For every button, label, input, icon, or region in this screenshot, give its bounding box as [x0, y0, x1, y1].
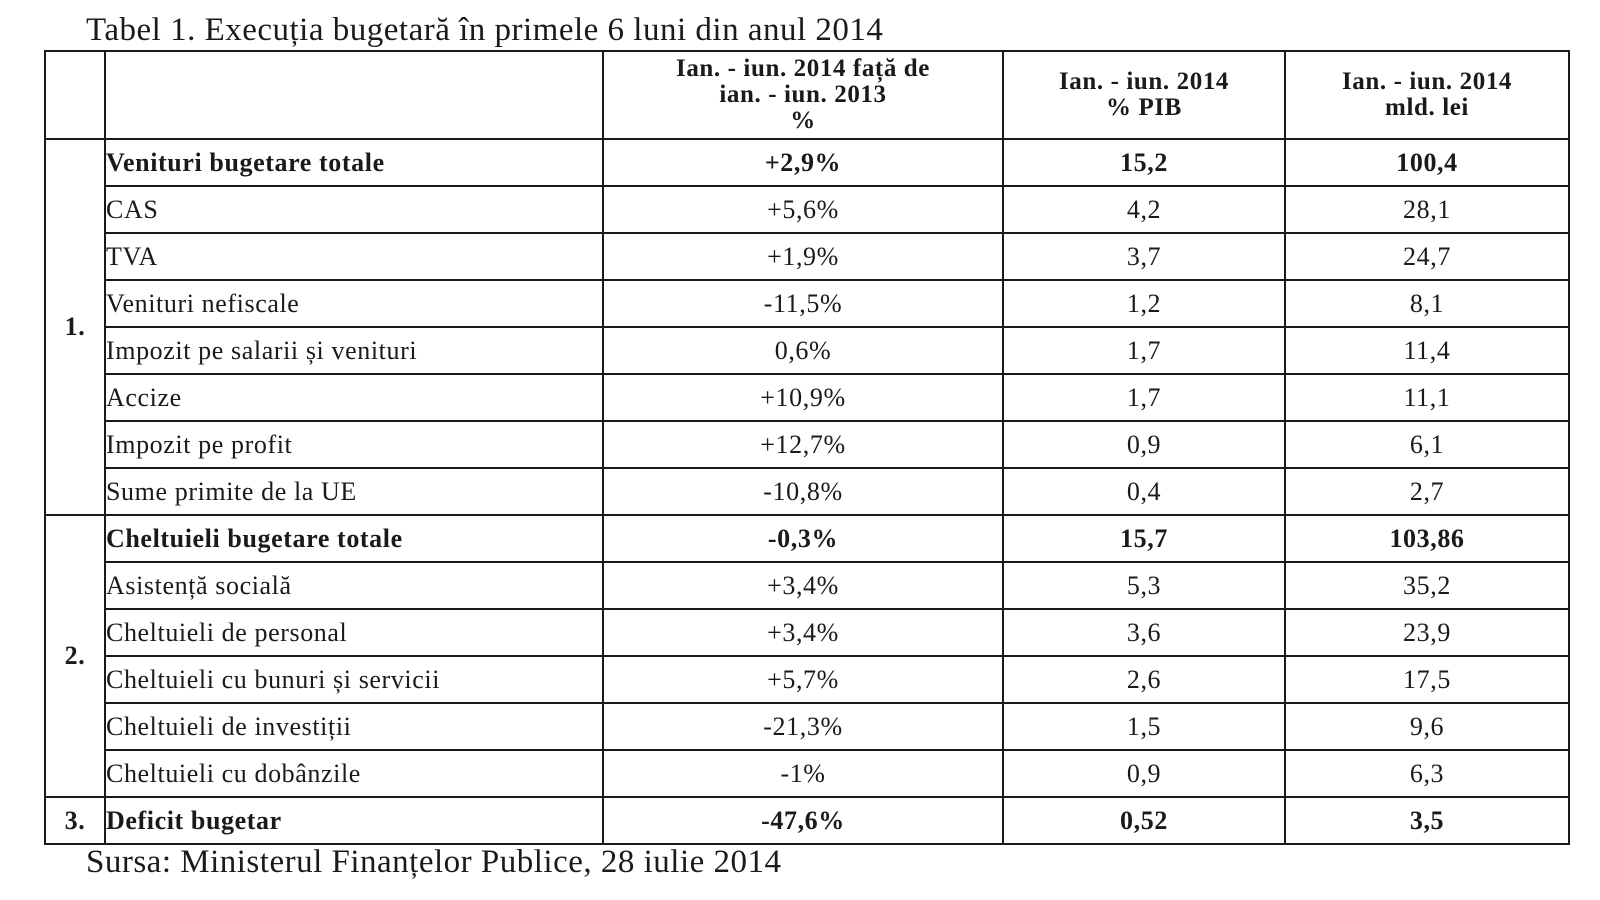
header-label — [104, 50, 604, 140]
row-change-percent: +5,7% — [602, 655, 1004, 704]
row-pib-percent: 0,9 — [1002, 749, 1286, 798]
table-row: Cheltuieli cu dobânzile -1% 0,9 6,3 — [45, 749, 1570, 798]
row-change-percent: -11,5% — [602, 279, 1004, 328]
row-label: Cheltuieli cu bunuri și servicii — [104, 655, 604, 704]
row-pib-percent: 15,7 — [1002, 514, 1286, 563]
table-row: Accize +10,9% 1,7 11,1 — [45, 373, 1570, 422]
row-value-mld-lei: 2,7 — [1284, 467, 1570, 516]
row-pib-percent: 4,2 — [1002, 185, 1286, 234]
row-pib-percent: 1,5 — [1002, 702, 1286, 751]
row-value-mld-lei: 28,1 — [1284, 185, 1570, 234]
row-label: Sume primite de la UE — [104, 467, 604, 516]
row-change-percent: 0,6% — [602, 326, 1004, 375]
row-value-mld-lei: 11,1 — [1284, 373, 1570, 422]
row-label: Accize — [104, 373, 604, 422]
row-label: Cheltuieli bugetare totale — [104, 514, 604, 563]
row-value-mld-lei: 35,2 — [1284, 561, 1570, 610]
row-label: Cheltuieli de personal — [104, 608, 604, 657]
row-change-percent: +1,9% — [602, 232, 1004, 281]
section-number: 3. — [44, 796, 106, 845]
row-label: Impozit pe profit — [104, 420, 604, 469]
row-value-mld-lei: 17,5 — [1284, 655, 1570, 704]
row-change-percent: -0,3% — [602, 514, 1004, 563]
header-value: Ian. - iun. 2014 mld. lei — [1284, 50, 1570, 140]
header-num — [44, 50, 106, 140]
row-label: Deficit bugetar — [104, 796, 604, 845]
row-value-mld-lei: 6,1 — [1284, 420, 1570, 469]
row-label: Venituri nefiscale — [104, 279, 604, 328]
row-pib-percent: 0,4 — [1002, 467, 1286, 516]
row-label: Asistență socială — [104, 561, 604, 610]
row-pib-percent: 3,7 — [1002, 232, 1286, 281]
row-value-mld-lei: 100,4 — [1284, 138, 1570, 187]
header-pib-line2: % PIB — [1106, 94, 1182, 121]
table-row: CAS +5,6% 4,2 28,1 — [45, 185, 1570, 234]
row-label: Impozit pe salarii și venituri — [104, 326, 604, 375]
table-row: 3. Deficit bugetar -47,6% 0,52 3,5 — [44, 796, 1570, 845]
table-row: Cheltuieli cu bunuri și servicii +5,7% 2,6… — [45, 655, 1570, 704]
row-label: Cheltuieli cu dobânzile — [104, 749, 604, 798]
row-label: CAS — [104, 185, 604, 234]
table-row: 2. Cheltuieli bugetare totale -0,3% 15,7 103… — [44, 514, 1570, 798]
table-source: Sursa: Ministerul Finanțelor Publice, 28… — [86, 844, 782, 880]
row-change-percent: -47,6% — [602, 796, 1004, 845]
row-label: Cheltuieli de investiții — [104, 702, 604, 751]
row-value-mld-lei: 8,1 — [1284, 279, 1570, 328]
row-change-percent: +3,4% — [602, 608, 1004, 657]
header-change-line3: % — [790, 107, 816, 134]
row-change-percent: -10,8% — [602, 467, 1004, 516]
table-row: Cheltuieli de personal +3,4% 3,6 23,9 — [45, 608, 1570, 657]
table-row: Cheltuieli de investiții -21,3% 1,5 9,6 — [45, 702, 1570, 751]
row-value-mld-lei: 24,7 — [1284, 232, 1570, 281]
row-label: TVA — [104, 232, 604, 281]
table-row: TVA +1,9% 3,7 24,7 — [45, 232, 1570, 281]
row-change-percent: -1% — [602, 749, 1004, 798]
table-row: 1. Venituri bugetare totale +2,9% 15,2 100,4 — [44, 138, 1570, 516]
row-pib-percent: 1,2 — [1002, 279, 1286, 328]
row-pib-percent: 5,3 — [1002, 561, 1286, 610]
row-pib-percent: 1,7 — [1002, 326, 1286, 375]
table-row: Impozit pe salarii și venituri 0,6% 1,7 11,… — [45, 326, 1570, 375]
row-value-mld-lei: 6,3 — [1284, 749, 1570, 798]
table-row: Impozit pe profit +12,7% 0,9 6,1 — [45, 420, 1570, 469]
row-change-percent: +5,6% — [602, 185, 1004, 234]
row-pib-percent: 15,2 — [1002, 138, 1286, 187]
row-pib-percent: 3,6 — [1002, 608, 1286, 657]
section-number: 2. — [44, 514, 106, 798]
table-row: Venituri nefiscale -11,5% 1,2 8,1 — [45, 279, 1570, 328]
row-value-mld-lei: 23,9 — [1284, 608, 1570, 657]
table-row: Sume primite de la UE -10,8% 0,4 2,7 — [45, 467, 1570, 516]
row-change-percent: +3,4% — [602, 561, 1004, 610]
table-caption: Tabel 1. Execuția bugetară în primele 6 … — [86, 12, 884, 48]
row-pib-percent: 2,6 — [1002, 655, 1286, 704]
table-header-row: Ian. - iun. 2014 față de ian. - iun. 201… — [44, 50, 1570, 140]
row-pib-percent: 1,7 — [1002, 373, 1286, 422]
header-pib-line1: Ian. - iun. 2014 — [1058, 68, 1230, 95]
header-change-line2: ian. - iun. 2013 — [719, 81, 887, 108]
header-change-line1: Ian. - iun. 2014 față de — [675, 55, 930, 82]
header-change: Ian. - iun. 2014 față de ian. - iun. 201… — [602, 50, 1004, 140]
row-value-mld-lei: 11,4 — [1284, 326, 1570, 375]
budget-execution-table: Ian. - iun. 2014 față de ian. - iun. 201… — [44, 50, 1570, 845]
row-pib-percent: 0,52 — [1002, 796, 1286, 845]
header-value-line2: mld. lei — [1385, 94, 1469, 121]
row-label: Venituri bugetare totale — [104, 138, 604, 187]
row-change-percent: +12,7% — [602, 420, 1004, 469]
row-value-mld-lei: 3,5 — [1284, 796, 1570, 845]
row-change-percent: +10,9% — [602, 373, 1004, 422]
row-value-mld-lei: 9,6 — [1284, 702, 1570, 751]
row-value-mld-lei: 103,86 — [1284, 514, 1570, 563]
table-body: 1. Venituri bugetare totale +2,9% 15,2 100,4… — [44, 138, 1570, 845]
header-value-line1: Ian. - iun. 2014 — [1341, 68, 1513, 95]
table-row: Asistență socială +3,4% 5,3 35,2 — [45, 561, 1570, 610]
header-pib: Ian. - iun. 2014 % PIB — [1002, 50, 1286, 140]
section-number: 1. — [44, 138, 106, 516]
row-change-percent: -21,3% — [602, 702, 1004, 751]
row-change-percent: +2,9% — [602, 138, 1004, 187]
row-pib-percent: 0,9 — [1002, 420, 1286, 469]
